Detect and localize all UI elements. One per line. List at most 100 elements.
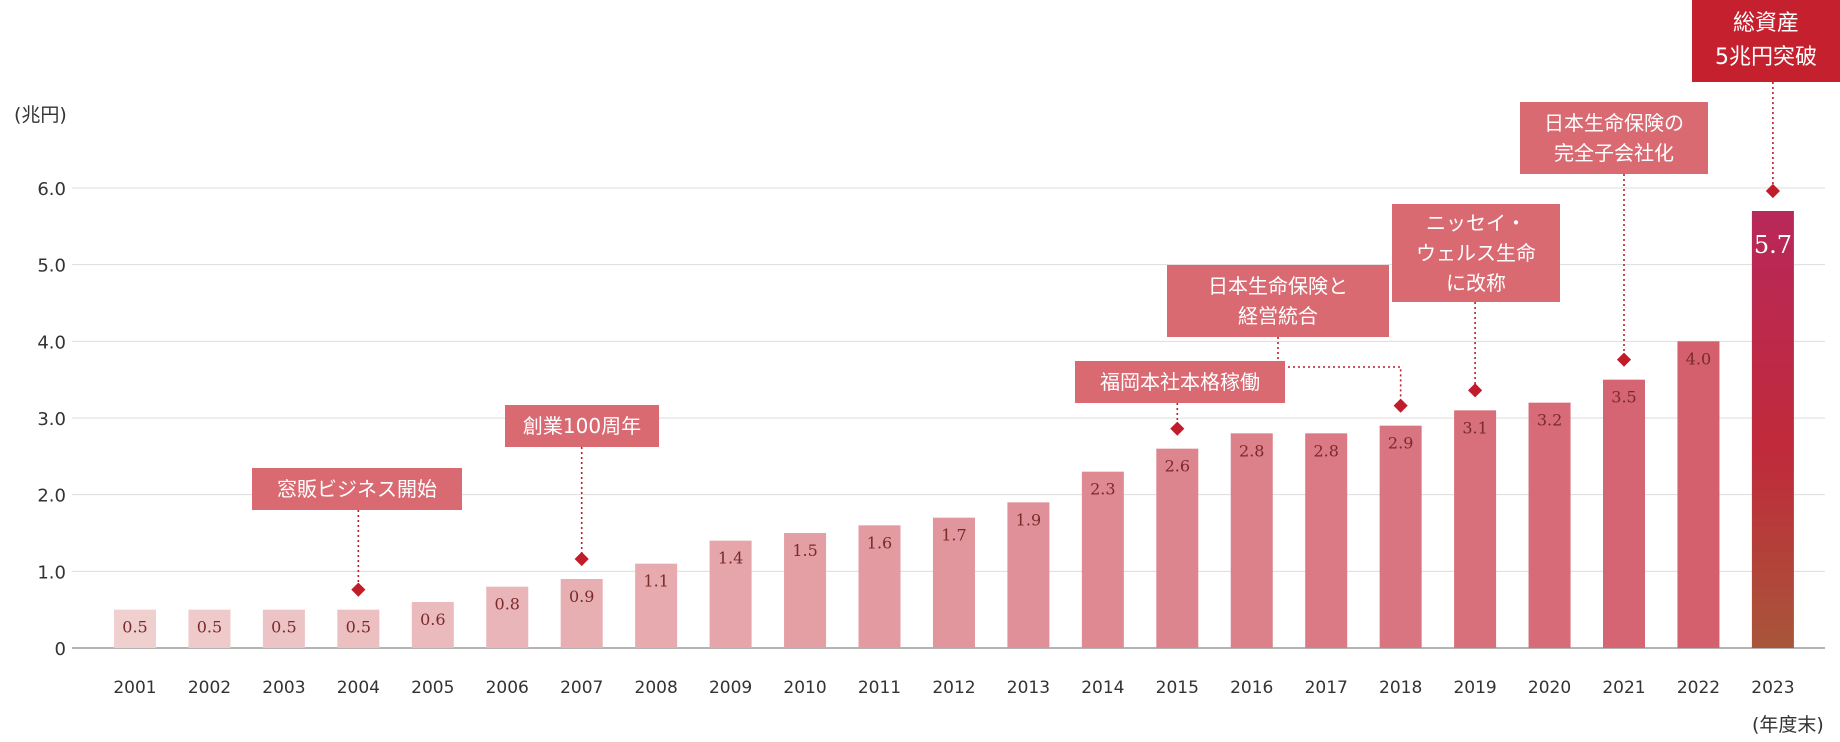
x-tick-label: 2014 [1081,678,1124,698]
bar-2008 [635,563,678,648]
x-tick-label: 2020 [1528,678,1571,698]
value-label: 3.2 [1537,411,1562,430]
callout-text: に改称 [1446,271,1506,295]
bar-2001 [114,609,156,648]
y-tick-label: 5.0 [37,256,66,277]
bar-2009 [709,540,752,648]
value-label: 1.7 [941,526,966,545]
y-tick-label: 2.0 [37,486,66,507]
value-label: 3.5 [1611,388,1636,407]
value-label: 0.8 [495,595,520,614]
x-tick-label: 2016 [1230,678,1273,698]
x-tick-label: 2017 [1305,678,1348,698]
callout-2023: 総資産 5兆円突破 [1692,0,1840,82]
x-tick-label: 2008 [635,678,678,698]
y-tick-label: 1.0 [37,562,66,583]
bar-2017 [1305,433,1348,648]
callout-text: 完全子会社化 [1554,141,1674,165]
value-label: 0.6 [420,610,445,629]
bars [114,211,1794,648]
callout-text: 日本生命保険と [1208,274,1348,298]
callout-text: ウェルス生命 [1416,241,1536,265]
y-axis-ticks: 0 1.0 2.0 3.0 4.0 5.0 6.0 [37,179,66,660]
x-tick-label: 2003 [262,678,305,698]
callout-text: ニッセイ・ [1426,211,1526,235]
value-labels: 0.5 0.5 0.5 0.5 0.6 0.8 0.9 1.1 1.4 1.5 1.6 1.7 1.9 2… [122,231,1792,637]
x-tick-label: 2021 [1602,678,1645,698]
x-tick-label: 2019 [1453,678,1496,698]
callout-connector [1277,337,1402,406]
value-label: 0.5 [122,618,147,637]
callout-2018: 日本生命保険と 経営統合 [1167,265,1389,337]
value-label: 1.4 [718,549,743,568]
y-axis-unit-label: (兆円) [14,104,67,126]
value-label: 5.7 [1754,231,1792,259]
callout-text: 経営統合 [1238,304,1318,328]
bar-2006 [486,586,529,648]
callout-text: 日本生命保険の [1544,111,1684,135]
bar-2016 [1230,433,1273,648]
bar-2023 [1751,211,1794,648]
callout-2021: 日本生命保険の 完全子会社化 [1520,102,1708,174]
callout-marker [351,582,366,597]
value-label: 4.0 [1686,349,1711,368]
value-label: 3.1 [1462,418,1487,437]
bar-2018 [1379,425,1422,648]
callout-text: 福岡本社本格稼働 [1100,370,1260,394]
x-tick-label: 2001 [113,678,156,698]
bar-2021 [1603,379,1645,648]
bar-2020 [1528,402,1571,648]
value-label: 1.5 [792,541,817,560]
value-label: 2.8 [1313,441,1338,460]
x-axis-unit-label: (年度末) [1752,714,1824,736]
callout-2004: 窓販ビジネス開始 [252,468,462,510]
x-tick-label: 2022 [1677,678,1720,698]
x-tick-label: 2004 [337,678,380,698]
callout-text: 窓販ビジネス開始 [277,477,437,501]
bar-2013 [1007,502,1050,648]
x-axis-ticks: 2001 2002 2003 2004 2005 2006 2007 2008 2009 2010… [113,678,1794,698]
x-tick-label: 2009 [709,678,752,698]
bar-2002 [188,609,231,648]
x-tick-label: 2007 [560,678,603,698]
y-tick-label: 0 [55,639,66,660]
callout-2015: 福岡本社本格稼働 [1075,361,1285,403]
value-label: 1.6 [867,533,892,552]
value-label: 2.9 [1388,434,1413,453]
value-label: 0.9 [569,587,594,606]
x-tick-label: 2002 [188,678,231,698]
value-label: 2.8 [1239,441,1264,460]
value-label: 1.1 [643,572,668,591]
x-tick-label: 2005 [411,678,454,698]
x-tick-label: 2018 [1379,678,1422,698]
y-tick-label: 3.0 [37,409,66,430]
bar-2004 [337,609,380,648]
bar-2019 [1454,410,1497,648]
callout-text: 創業100周年 [522,414,642,438]
callout-marker [1170,421,1185,436]
x-tick-label: 2010 [783,678,826,698]
bar-2012 [932,517,975,648]
callout-marker [1468,383,1483,398]
bar-2022 [1677,341,1720,648]
value-label: 0.5 [271,618,296,637]
bar-2014 [1081,471,1124,648]
callout-marker [574,551,589,567]
bar-2011 [858,525,901,648]
callout-connectors [351,82,1780,597]
callout-marker [1616,352,1632,367]
bar-2003 [262,609,305,648]
x-tick-label: 2015 [1156,678,1199,698]
callout-marker [1765,183,1780,199]
bar-2007 [560,579,603,648]
x-tick-label: 2012 [932,678,975,698]
value-label: 0.5 [197,618,222,637]
bar-2010 [784,533,827,648]
value-label: 0.5 [346,618,371,637]
callout-text: 5兆円突破 [1715,45,1817,70]
y-tick-label: 4.0 [37,332,66,353]
x-tick-label: 2023 [1751,678,1794,698]
callout-2019: ニッセイ・ウェルス生命 に改称 [1392,204,1560,302]
value-label: 2.3 [1090,480,1115,499]
